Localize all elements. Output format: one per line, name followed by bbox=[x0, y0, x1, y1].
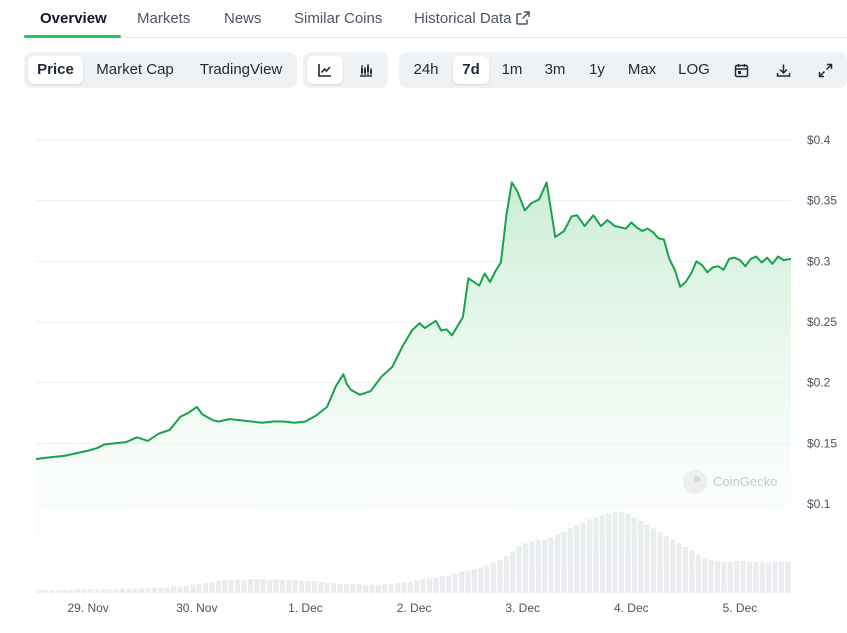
range-max-button[interactable]: Max bbox=[627, 61, 657, 78]
metric-tradingview-button[interactable]: TradingView bbox=[199, 61, 283, 78]
y-tick-label: $0.4 bbox=[807, 133, 831, 147]
range-24h-button[interactable]: 24h bbox=[413, 61, 439, 78]
metric-market-cap-button[interactable]: Market Cap bbox=[96, 61, 174, 78]
range-7d-button[interactable]: 7d bbox=[453, 56, 489, 84]
price-chart[interactable]: CoinGecko $0.4 $0.35 $0.3 $0.25 $0.2 $0.15 $0.… bbox=[0, 100, 847, 633]
y-tick-label: $0.15 bbox=[807, 436, 837, 450]
x-tick-label: 29. Nov bbox=[67, 601, 108, 615]
line-chart-button[interactable] bbox=[307, 56, 343, 84]
price-line bbox=[35, 181, 792, 461]
fullscreen-button[interactable] bbox=[809, 56, 841, 84]
y-tick-label: $0.1 bbox=[807, 497, 831, 511]
tab-historical-data-label: Historical Data bbox=[414, 10, 512, 27]
tab-historical-data[interactable]: Historical Data bbox=[414, 10, 530, 27]
range-3m-button[interactable]: 3m bbox=[544, 61, 566, 78]
price-area bbox=[36, 182, 791, 593]
chart-type-selector bbox=[303, 52, 388, 88]
y-tick-label: $0.3 bbox=[807, 254, 831, 268]
y-tick-label: $0.25 bbox=[807, 315, 837, 329]
tab-news[interactable]: News bbox=[224, 10, 262, 27]
metric-price-button[interactable]: Price bbox=[28, 56, 83, 84]
range-1y-button[interactable]: 1y bbox=[589, 61, 605, 78]
x-tick-label: 4. Dec bbox=[614, 601, 649, 615]
x-tick-label: 5. Dec bbox=[723, 601, 758, 615]
fullscreen-icon bbox=[818, 63, 832, 77]
download-icon bbox=[776, 64, 790, 77]
range-1m-button[interactable]: 1m bbox=[501, 61, 523, 78]
watermark-text: CoinGecko bbox=[713, 474, 777, 489]
external-link-icon bbox=[515, 11, 530, 25]
x-tick-label: 1. Dec bbox=[288, 601, 323, 615]
tab-markets[interactable]: Markets bbox=[137, 10, 191, 27]
line-chart-icon bbox=[318, 64, 331, 77]
candlestick-chart-icon bbox=[360, 64, 372, 77]
tab-overview[interactable]: Overview bbox=[40, 10, 107, 27]
calendar-button[interactable] bbox=[725, 56, 757, 84]
coingecko-watermark: CoinGecko bbox=[683, 470, 777, 494]
candlestick-chart-button[interactable] bbox=[348, 56, 384, 84]
y-tick-label: $0.2 bbox=[807, 376, 831, 390]
tab-similar-coins[interactable]: Similar Coins bbox=[294, 10, 383, 27]
x-tick-label: 30. Nov bbox=[176, 601, 217, 615]
tab-bar: Overview Markets News Similar Coins Hist… bbox=[24, 0, 847, 38]
x-tick-label: 3. Dec bbox=[505, 601, 540, 615]
metric-selector: Price Market Cap TradingView bbox=[24, 52, 297, 88]
range-selector: 24h 7d 1m 3m 1y Max LOG bbox=[399, 52, 847, 88]
download-button[interactable] bbox=[767, 56, 799, 84]
calendar-icon bbox=[734, 63, 748, 77]
x-tick-label: 2. Dec bbox=[397, 601, 432, 615]
log-scale-button[interactable]: LOG bbox=[678, 61, 710, 78]
active-tab-indicator bbox=[24, 35, 121, 38]
y-tick-label: $0.35 bbox=[807, 194, 837, 208]
